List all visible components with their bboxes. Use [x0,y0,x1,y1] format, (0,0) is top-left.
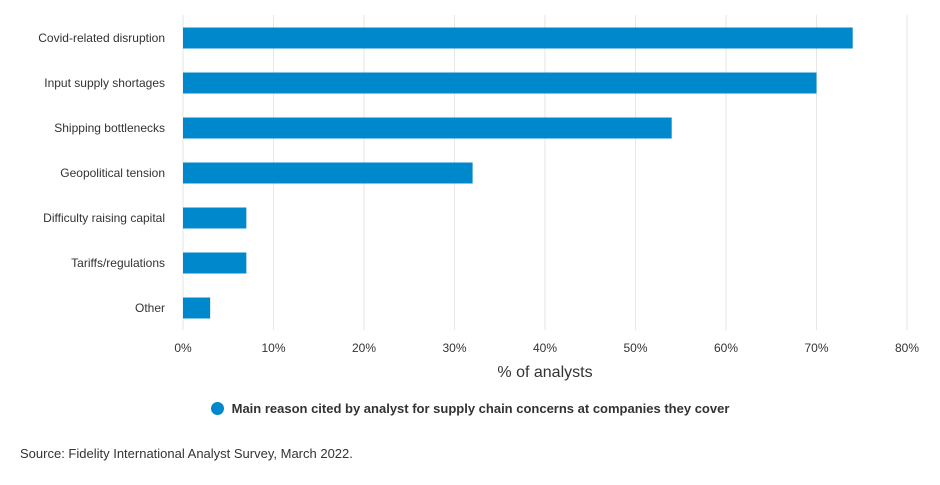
category-label: Difficulty raising capital [43,211,165,225]
x-tick-labels: 0% 10% 20% 30% 40% 50% 60% 70% 80% [174,341,919,355]
x-tick-label: 20% [352,341,376,355]
x-tick-label: 70% [804,341,828,355]
gridlines [182,15,908,330]
x-tick-label: 40% [533,341,557,355]
x-tick-label: 0% [174,341,192,355]
source-note: Source: Fidelity International Analyst S… [20,446,353,461]
x-tick-label: 10% [261,341,285,355]
x-tick-label: 30% [442,341,466,355]
category-labels: Covid-related disruption Input supply sho… [38,31,165,315]
category-label: Other [135,301,165,315]
x-tick-label: 50% [623,341,647,355]
x-tick-label: 80% [895,341,919,355]
legend[interactable]: Main reason cited by analyst for supply … [0,401,940,416]
category-label: Tariffs/regulations [71,256,165,270]
bar[interactable] [183,27,853,49]
bar[interactable] [183,207,247,229]
category-label: Shipping bottlenecks [54,121,165,135]
bar[interactable] [183,162,473,184]
x-axis-title: % of analysts [497,364,592,381]
category-label: Input supply shortages [44,76,165,90]
category-label: Geopolitical tension [60,166,165,180]
bars [183,27,853,319]
bar[interactable] [183,72,817,94]
category-label: Covid-related disruption [38,31,165,45]
bar[interactable] [183,117,672,139]
legend-label: Main reason cited by analyst for supply … [231,401,730,416]
bar[interactable] [183,252,247,274]
bar-chart: Covid-related disruption Input supply sho… [38,15,919,381]
x-tick-label: 60% [714,341,738,355]
bar[interactable] [183,297,211,319]
legend-marker-icon [210,402,224,415]
